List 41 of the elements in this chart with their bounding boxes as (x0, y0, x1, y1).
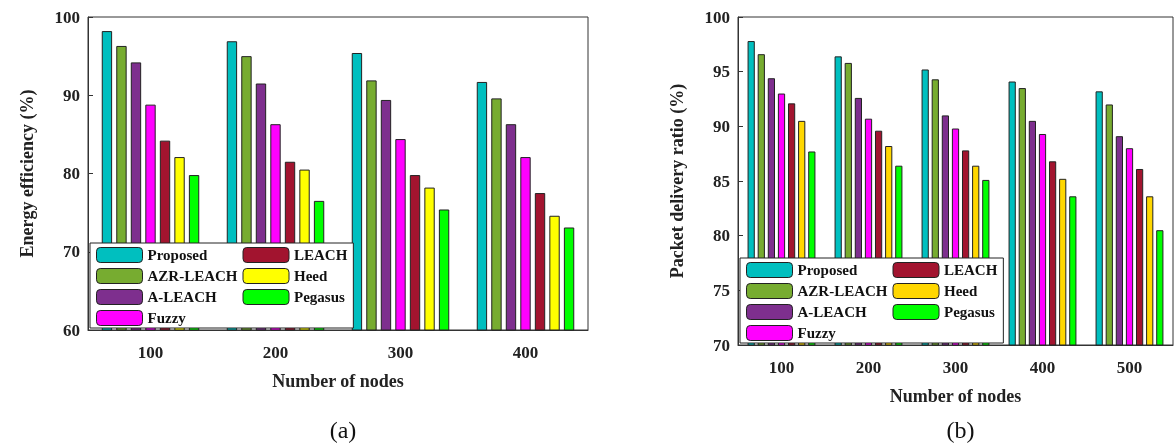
legend-label: AZR-LEACH (797, 283, 888, 299)
x-tick-label: 200 (262, 343, 289, 362)
legend-label: Fuzzy (147, 310, 187, 326)
legend-label: A-LEACH (147, 289, 217, 305)
y-tick-label: 80 (713, 226, 730, 246)
x-axis-title: Number of nodes (272, 371, 404, 391)
legend-label: Proposed (147, 247, 208, 263)
legend-label: Pegasus (944, 304, 996, 320)
legend-label: LEACH (944, 262, 998, 278)
legend-label: Heed (294, 268, 328, 284)
text: (a) (329, 417, 357, 443)
legend-label: Pegasus (294, 289, 346, 305)
y-tick-label: 70 (63, 242, 80, 262)
y-tick-label: 90 (713, 116, 730, 136)
y-tick-label: 85 (713, 171, 730, 191)
x-tick-label: 500 (1116, 358, 1143, 377)
y-tick-label: 95 (713, 62, 730, 82)
x-axis-title: Number of nodes (889, 386, 1022, 406)
legend-label: Fuzzy (797, 325, 837, 341)
x-tick-label: 100 (768, 358, 795, 377)
y-tick-label: 80 (63, 164, 80, 183)
y-tick-label: 90 (63, 85, 80, 105)
legend-label: LEACH (294, 247, 348, 263)
y-axis-title: Packet delivery ratio (%) (667, 83, 688, 279)
x-tick-label: 100 (137, 343, 164, 362)
x-tick-label: 300 (942, 358, 969, 377)
y-tick-label: 100 (704, 7, 730, 27)
x-tick-label: 400 (512, 343, 539, 362)
x-tick-label: 200 (855, 358, 882, 377)
x-tick-label: 300 (387, 343, 414, 362)
y-tick-label: 70 (713, 335, 730, 355)
x-tick-label: 400 (1029, 358, 1056, 377)
y-tick-label: 60 (63, 320, 80, 340)
y-tick-label: 75 (713, 280, 730, 300)
legend-label: A-LEACH (797, 304, 867, 320)
legend-label: Heed (944, 283, 978, 299)
legend-label: Proposed (797, 262, 858, 278)
legend-label: AZR-LEACH (147, 268, 238, 284)
y-tick-label: 100 (54, 7, 80, 27)
y-axis-title: Energy efficiency (%) (17, 89, 38, 258)
text: (b) (946, 417, 975, 443)
